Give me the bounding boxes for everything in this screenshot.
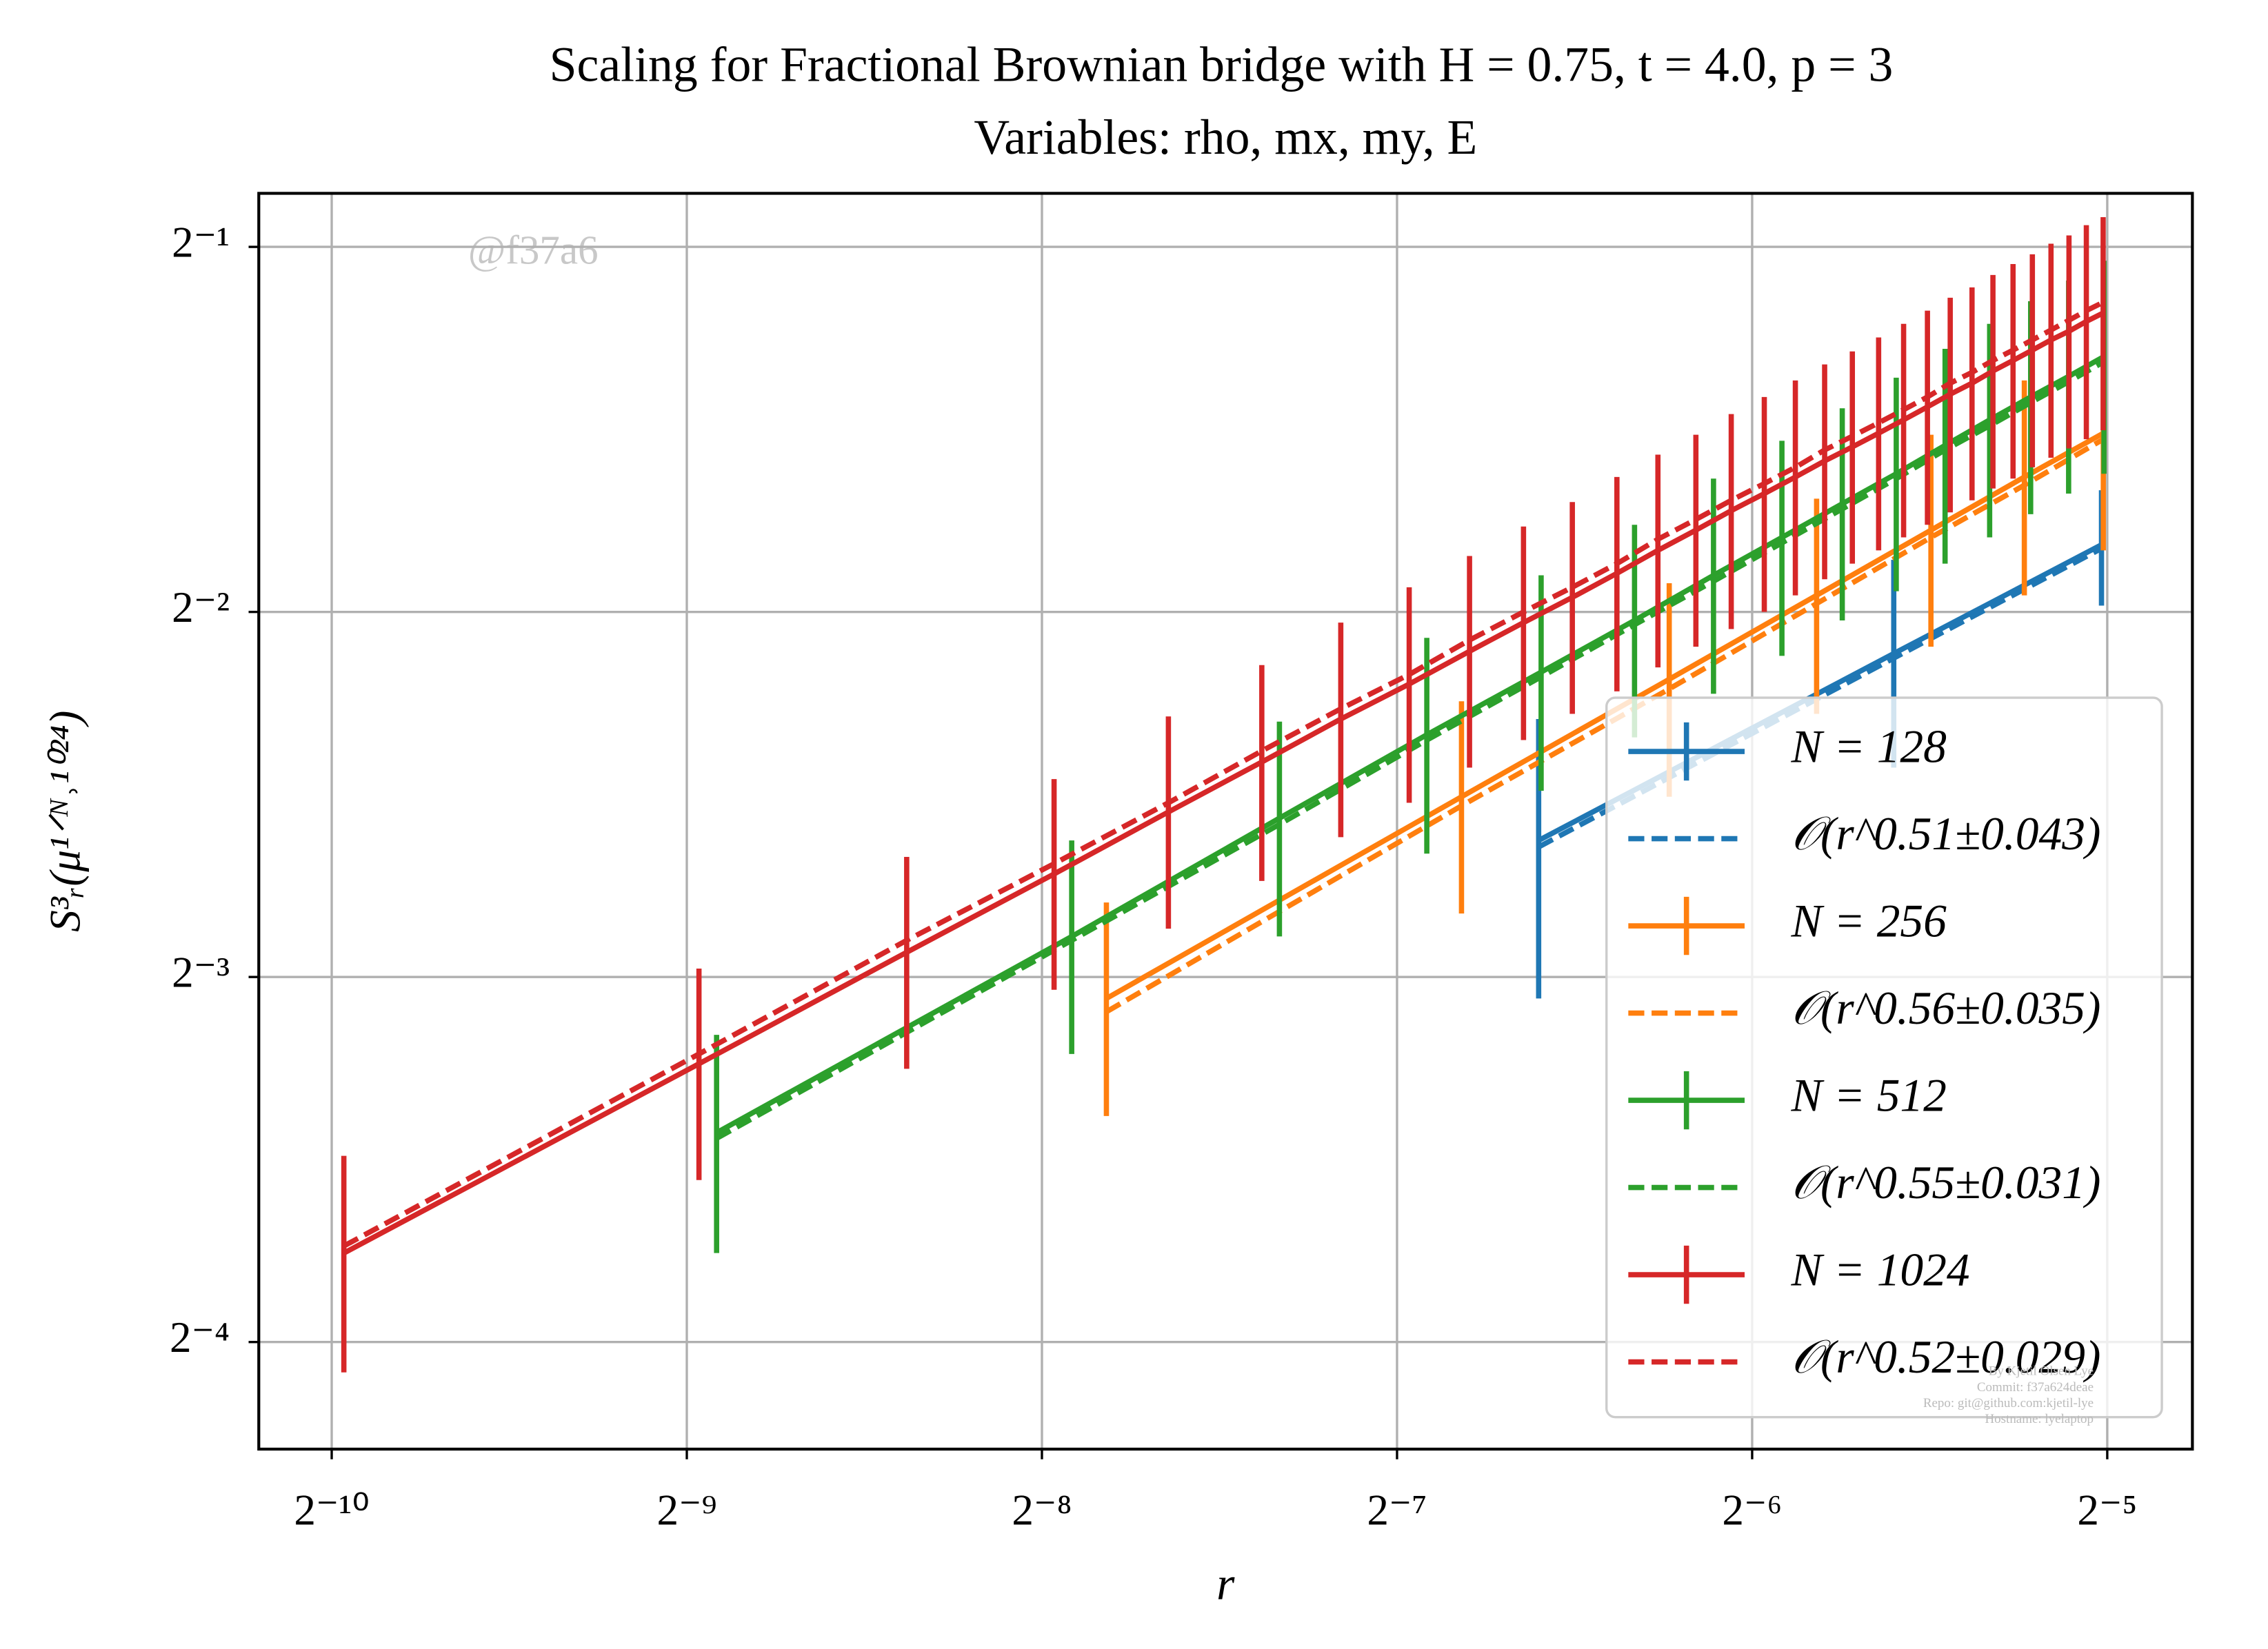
y-tick-label: 2⁻⁴ (170, 1313, 230, 1362)
series-line (1537, 546, 2103, 849)
legend-label: N = 256 (1790, 896, 1947, 947)
legend-label: 𝒪(r^0.51±0.043) (1791, 808, 2100, 860)
legend-label: 𝒪(r^0.56±0.035) (1791, 982, 2100, 1034)
watermark: @f37a6 (468, 227, 599, 273)
legend-label: N = 128 (1790, 721, 1946, 773)
x-tick-label: 2⁻⁸ (1012, 1486, 1072, 1534)
legend-label: N = 1024 (1790, 1244, 1969, 1296)
footer-text: Repo: git@github.com:kjetil-lye (1923, 1396, 2094, 1410)
legend-label: N = 512 (1790, 1070, 1946, 1122)
legend-label: 𝒪(r^0.52±0.029) (1791, 1331, 2100, 1383)
legend-label: 𝒪(r^0.55±0.031) (1791, 1157, 2100, 1208)
x-tick-label: 2⁻⁵ (2077, 1486, 2137, 1534)
series-line (1105, 431, 2105, 1001)
footer-text: By Kjetil Olsen Lye (1989, 1364, 2094, 1379)
plot-frame (257, 192, 2194, 1451)
series-line (1105, 436, 2105, 1014)
x-tick-label: 2⁻⁷ (1367, 1486, 1427, 1534)
footer-text: Hostname: lyelaptop (1985, 1412, 2094, 1426)
x-tick-label: 2⁻¹⁰ (294, 1486, 369, 1534)
series-line (715, 359, 2105, 1141)
series-line (715, 354, 2105, 1135)
y-axis-label: S³ᵣ(μ¹ᐟᴺ˒¹⁰²⁴) (41, 711, 90, 932)
x-axis-label: r (1216, 1558, 1235, 1610)
x-tick-label: 2⁻⁹ (656, 1486, 716, 1534)
series-line (342, 310, 2105, 1256)
chart-subtitle: Variables: rho, mx, my, E (974, 110, 1477, 165)
chart-title: Scaling for Fractional Brownian bridge w… (550, 37, 1894, 92)
y-tick-label: 2⁻¹ (172, 219, 230, 267)
series-line (342, 300, 2105, 1248)
x-tick-label: 2⁻⁶ (1722, 1486, 1782, 1534)
y-tick-label: 2⁻³ (172, 949, 230, 997)
legend-box (1605, 696, 2163, 1419)
y-tick-label: 2⁻² (172, 583, 230, 631)
footer-text: Commit: f37a624deae (1977, 1380, 2094, 1395)
